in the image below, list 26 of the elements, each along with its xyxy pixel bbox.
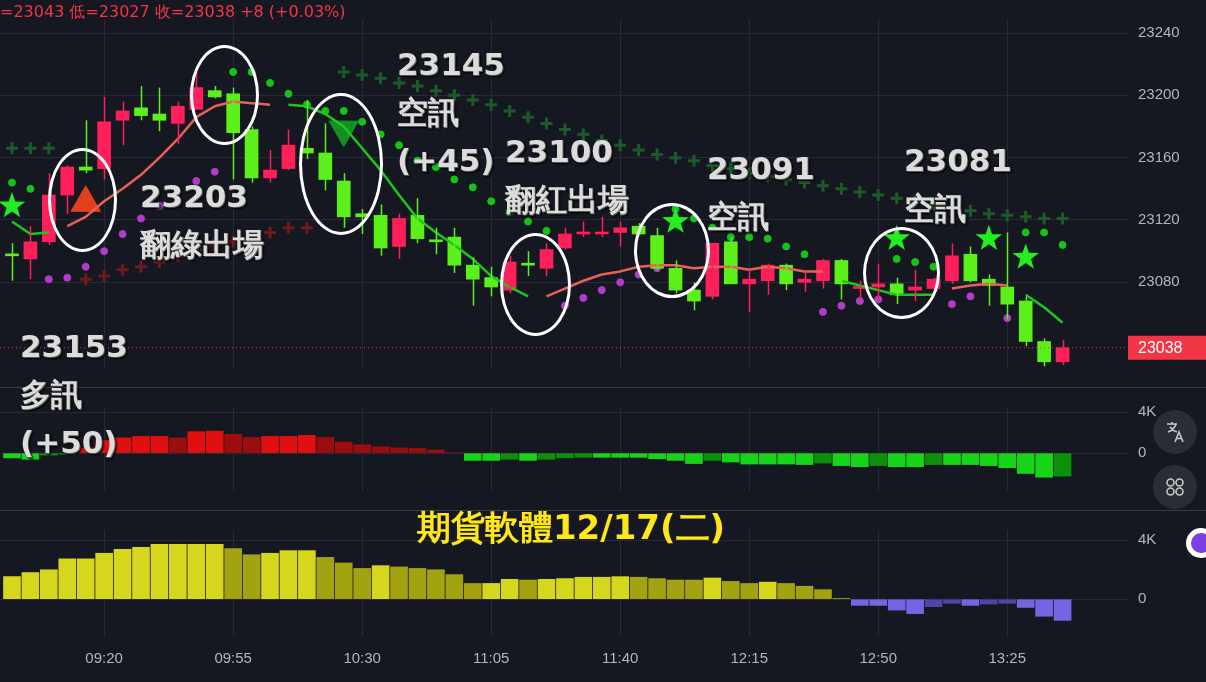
annotation: 23153 多訊 (+50)	[20, 327, 128, 462]
annotation: 23100 翻紅出場	[505, 132, 629, 219]
x-tick-label: 12:50	[859, 649, 898, 667]
chart-title: 期貨軟體12/17(二)	[415, 506, 727, 549]
x-tick-label: 09:20	[85, 649, 123, 667]
annotation: 23091 空訊	[707, 149, 815, 236]
x-tick-label: 11:40	[602, 649, 639, 667]
x-tick-label: 10:30	[343, 649, 381, 667]
chart-subtitle: =23043 低=23027 收=23038 +8 (+0.03%)	[0, 2, 346, 23]
y-tick-label: 23240	[1138, 23, 1180, 41]
y-tick-label: 4K	[1138, 530, 1157, 548]
x-tick-label: 12:15	[730, 649, 769, 667]
annotation: 23203 翻綠出場	[140, 177, 264, 264]
x-tick-label: 09:55	[214, 649, 252, 667]
y-tick-label: 0	[1138, 443, 1147, 461]
y-tick-label: 23160	[1138, 147, 1180, 165]
y-tick-label: 4K	[1138, 402, 1157, 420]
y-tick-label: 0	[1138, 589, 1147, 607]
annotation: 23081 空訊	[904, 141, 1012, 228]
ref-line-label: 23038	[1138, 339, 1183, 357]
y-tick-label: 23080	[1138, 272, 1180, 290]
annotation: 23145 空訊 (+45)	[397, 45, 505, 180]
y-tick-label: 23120	[1138, 210, 1180, 228]
x-tick-label: 11:05	[472, 649, 510, 667]
y-tick-label: 23200	[1138, 85, 1180, 103]
x-tick-label: 13:25	[988, 649, 1027, 667]
